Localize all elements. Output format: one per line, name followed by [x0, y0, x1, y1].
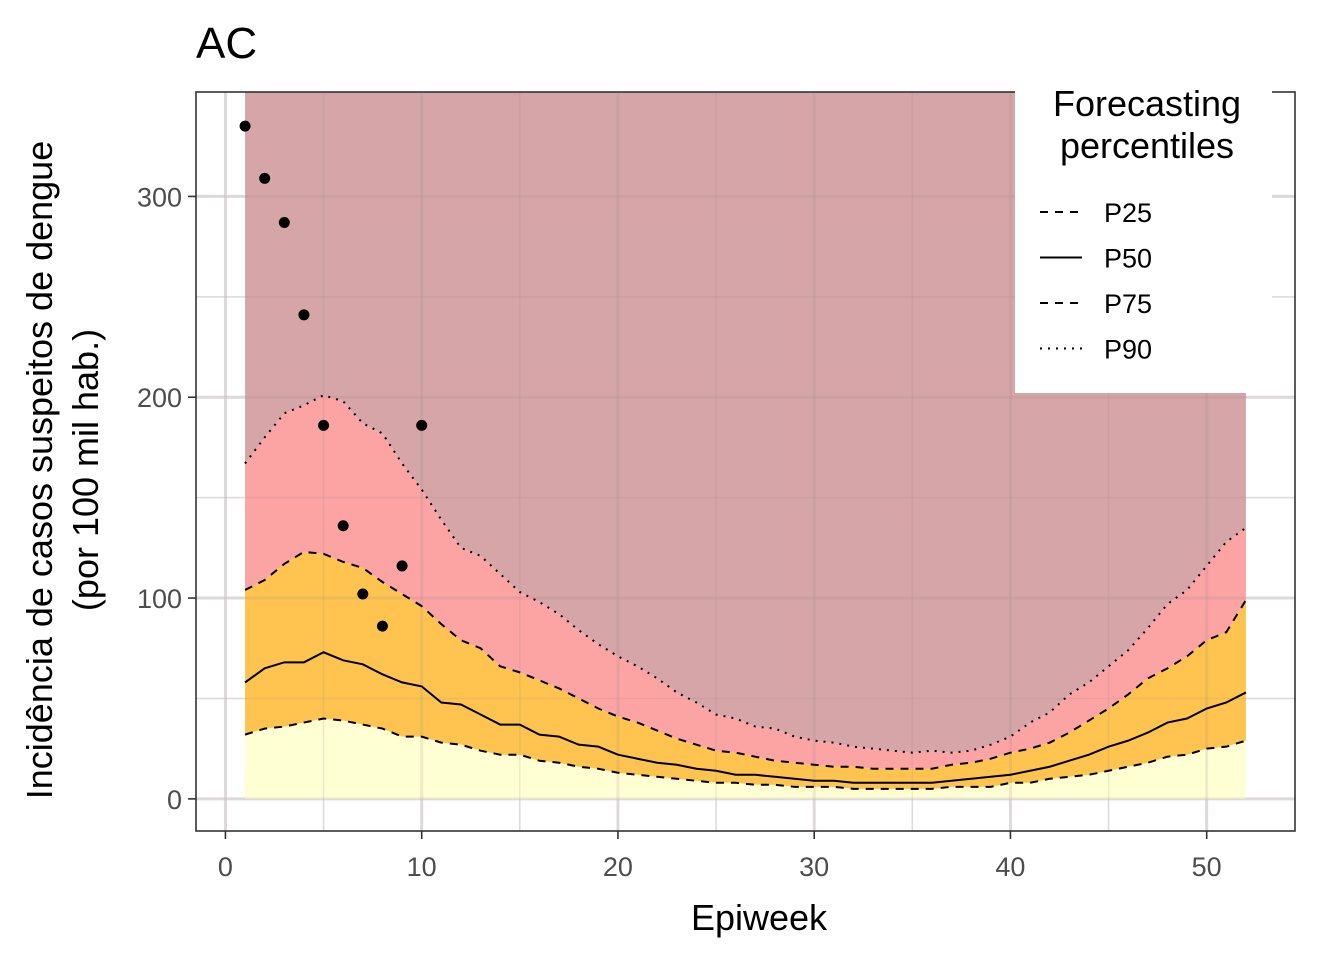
line-p75 [244, 550, 1247, 770]
band-below-p25 [245, 718, 1246, 799]
x-tick-label: 40 [995, 852, 1025, 882]
legend-label-p90: P90 [1104, 335, 1152, 365]
grid-lines-overlay [196, 92, 1295, 831]
legend-label-p25: P25 [1104, 198, 1152, 228]
observed-point [396, 560, 408, 572]
legend-label-p50: P50 [1104, 244, 1152, 274]
band-p25-p75 [245, 551, 1246, 789]
percentile-bands [245, 92, 1246, 799]
legend-label-p75: P75 [1104, 289, 1152, 319]
line-p25 [244, 717, 1247, 790]
observed-point [376, 620, 388, 632]
y-axis-title: Incidência de casos suspeitos de dengue … [19, 141, 106, 799]
legend-title-line2: percentiles [1060, 125, 1234, 166]
x-tick-label: 10 [407, 852, 437, 882]
observed-point [278, 217, 290, 229]
y-tick-label: 200 [137, 383, 182, 413]
legend: Forecasting percentiles P25 P50 P75 P90 [1015, 82, 1272, 393]
band-p75-p90 [245, 395, 1246, 769]
observed-point [298, 309, 310, 321]
observed-point [416, 419, 428, 431]
legend-box [1015, 82, 1272, 393]
observed-point [239, 120, 251, 132]
x-tick-label: 50 [1192, 852, 1222, 882]
observed-point [318, 419, 330, 431]
y-tick-label: 100 [137, 584, 182, 614]
observed-point [357, 588, 369, 600]
y-tick-label: 300 [137, 182, 182, 212]
percentile-lines [244, 394, 1247, 790]
panel-border [195, 91, 1296, 832]
y-axis-title-line1: Incidência de casos suspeitos de dengue [19, 141, 60, 799]
x-axis-title: Epiweek [691, 897, 828, 938]
x-tick-label: 30 [799, 852, 829, 882]
band-above-p90 [245, 92, 1246, 753]
x-tick-label: 0 [218, 852, 233, 882]
legend-title-line1: Forecasting [1053, 83, 1241, 124]
x-tick-label: 20 [603, 852, 633, 882]
y-axis: 0 100 200 300 [137, 182, 196, 815]
observed-point [337, 520, 349, 532]
chart-title: AC [196, 19, 257, 68]
y-tick-label: 0 [167, 785, 182, 815]
observed-points [239, 120, 428, 632]
y-axis-title-line2: (por 100 mil hab.) [65, 329, 106, 611]
x-axis: 0 10 20 30 40 50 [218, 831, 1222, 882]
observed-point [259, 172, 271, 184]
legend-entries: P25 P50 P75 P90 [1040, 198, 1152, 365]
line-p50 [244, 651, 1247, 784]
